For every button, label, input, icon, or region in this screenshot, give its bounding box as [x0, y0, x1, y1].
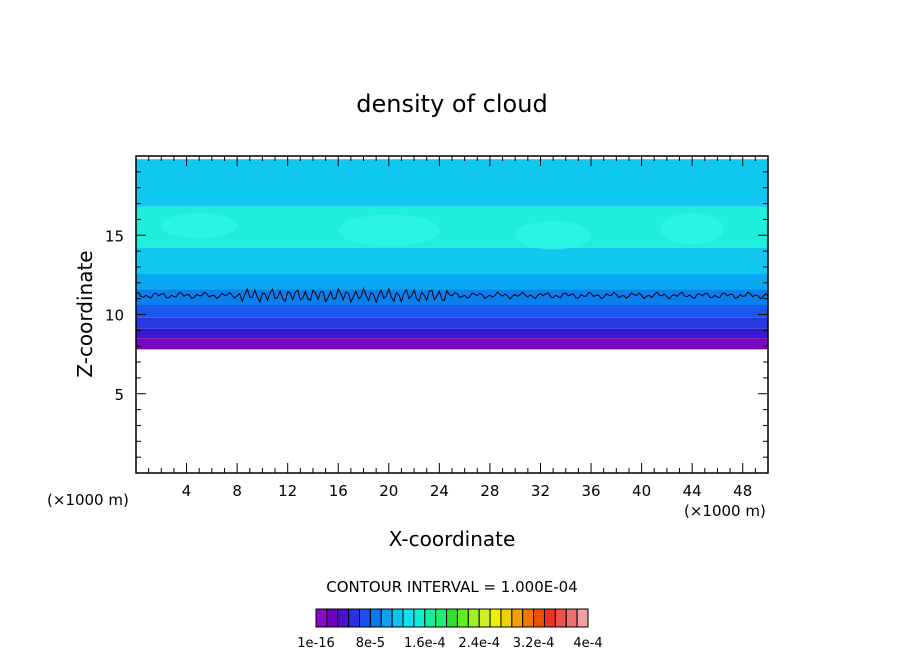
y-axis: 5 10 15: [105, 171, 768, 458]
cloud-band: [136, 304, 768, 318]
cloud-patch: [161, 213, 238, 239]
colorbar-swatch: [348, 608, 361, 628]
y-tick-label: 15: [105, 227, 124, 245]
x-tick-label: 32: [531, 482, 550, 500]
chart-title: density of cloud: [356, 90, 547, 118]
colorbar-label: 2.4e-4: [458, 636, 500, 651]
colorbar-swatch: [533, 608, 545, 628]
x-tick-label: 36: [581, 482, 600, 500]
colorbar-swatch: [369, 608, 382, 628]
colorbar-swatch: [456, 608, 469, 628]
y-tick-label: 5: [114, 386, 124, 404]
x-tick-label: 20: [379, 482, 398, 500]
x-tick-label: 16: [329, 482, 348, 500]
colorbar-swatch: [489, 608, 502, 628]
colorbar-swatch: [565, 608, 578, 628]
cloud-band: [136, 289, 768, 305]
colorbar-label: 1.6e-4: [404, 636, 446, 651]
contour-interval-text: CONTOUR INTERVAL = 1.000E-04: [326, 578, 577, 596]
x-unit-right: (×1000 m): [684, 502, 766, 520]
colorbar-swatch: [467, 608, 480, 628]
colorbar-label: 4e-4: [573, 636, 602, 651]
x-tick-label: 24: [430, 482, 449, 500]
cloud-band: [136, 159, 768, 207]
colorbar-swatch: [315, 608, 328, 628]
colorbar-swatch: [511, 608, 524, 628]
x-tick-label: 8: [232, 482, 242, 500]
colorbar-swatch: [522, 608, 535, 628]
colorbar-swatch: [446, 608, 458, 628]
colorbar-swatch: [359, 608, 371, 628]
colorbar-swatch: [478, 608, 491, 628]
colorbar-swatch: [576, 608, 589, 628]
y-tick-label: 10: [105, 307, 124, 325]
x-tick-label: 44: [683, 482, 702, 500]
colorbar-swatch: [337, 608, 350, 628]
x-tick-label: 28: [480, 482, 499, 500]
x-axis: 4 8 12 16 20 24 28 32 36 40 44 48: [148, 156, 756, 500]
colorbar-swatch: [424, 608, 437, 628]
colorbar-swatch: [554, 608, 567, 628]
colorbar-label: 1e-16: [297, 636, 335, 651]
cloud-field: [136, 159, 768, 350]
contour-path: [136, 286, 768, 304]
colorbar-labels: 1e-16 8e-5 1.6e-4 2.4e-4 3.2e-4 4e-4: [297, 636, 602, 651]
x-tick-label: 12: [278, 482, 297, 500]
colorbar-label: 8e-5: [356, 636, 385, 651]
colorbar-swatch: [435, 608, 448, 628]
cloud-patch: [515, 220, 592, 250]
x-tick-label: 4: [182, 482, 192, 500]
colorbar-swatch: [500, 608, 513, 628]
y-axis-label: Z-coordinate: [73, 250, 97, 377]
colorbar-swatch: [391, 608, 404, 628]
x-tick-label: 40: [632, 482, 651, 500]
x-unit-left: (×1000 m): [47, 491, 129, 509]
colorbar-swatch: [413, 608, 426, 628]
cloud-band: [136, 317, 768, 329]
x-tick-label: 48: [733, 482, 752, 500]
cloud-patch: [338, 214, 440, 247]
colorbar-swatch: [380, 608, 393, 628]
x-axis-label: X-coordinate: [389, 527, 516, 551]
cloud-band: [136, 273, 768, 290]
colorbar-label: 3.2e-4: [513, 636, 555, 651]
cloud-patch: [660, 213, 724, 245]
colorbar-swatch: [543, 608, 556, 628]
cloud-band: [136, 328, 768, 339]
colorbar-swatch: [326, 608, 339, 628]
cloud-band: [136, 338, 768, 350]
colorbar: [315, 608, 589, 628]
contour-line: [136, 286, 768, 304]
cloud-band: [136, 247, 768, 274]
colorbar-swatch: [402, 608, 415, 628]
